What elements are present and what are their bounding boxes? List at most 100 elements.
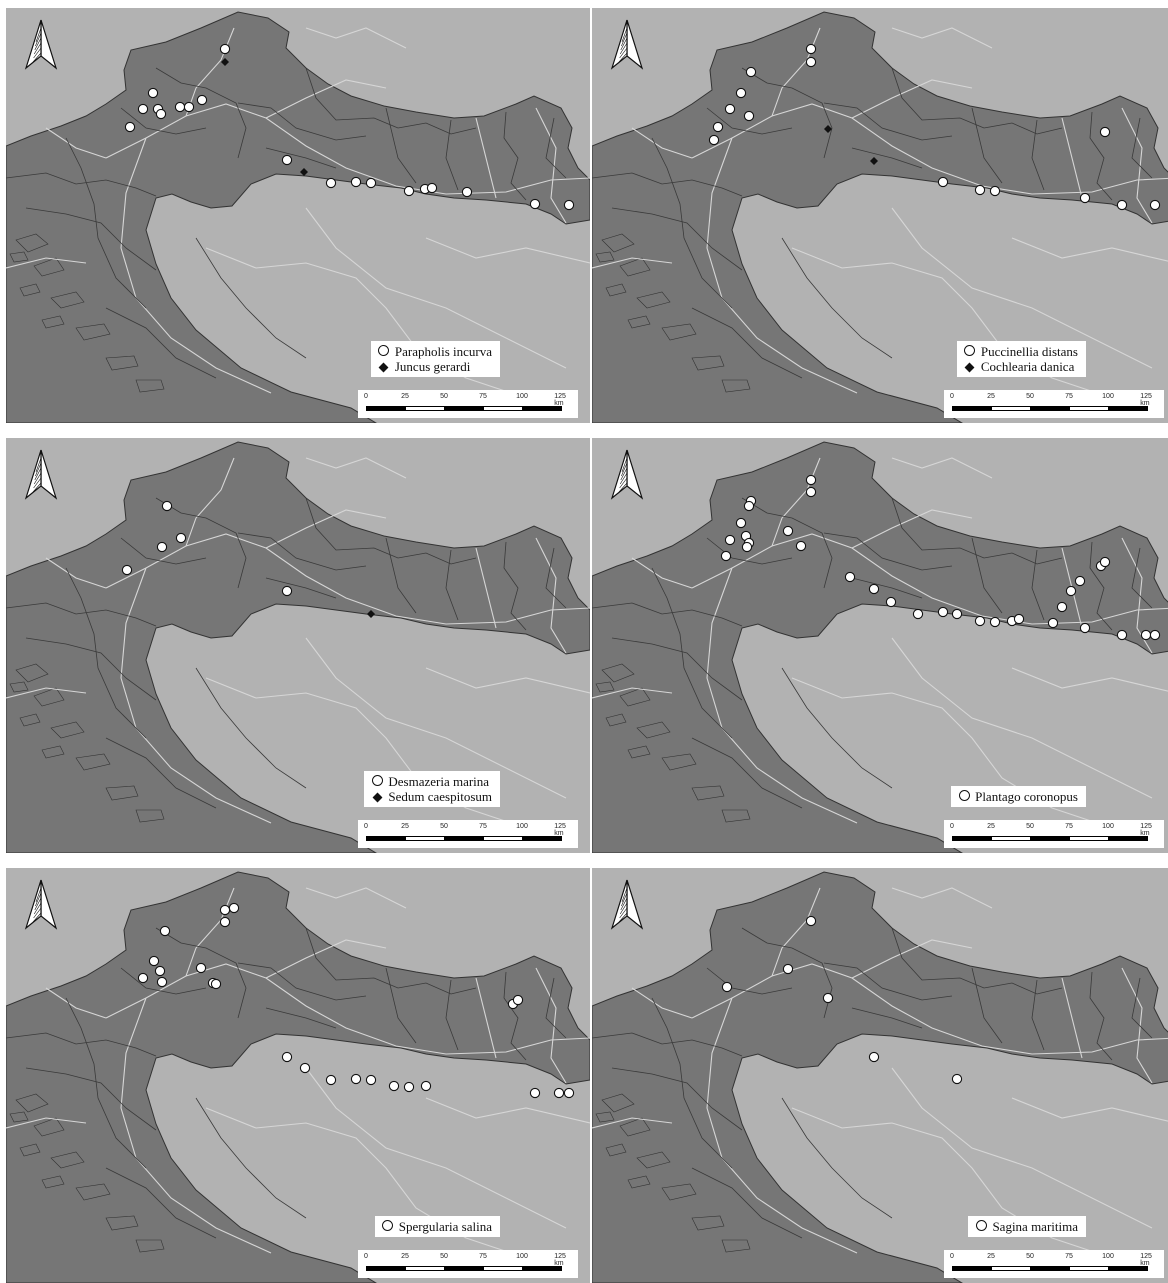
scale-tick-label: 25 xyxy=(401,823,409,830)
road-line xyxy=(891,457,993,479)
island xyxy=(636,291,671,309)
scale-tick-label: 125 km xyxy=(1140,1253,1152,1267)
scale-segment xyxy=(952,406,992,411)
country-area xyxy=(592,441,1168,853)
locality-circle-marker xyxy=(563,199,575,211)
locality-circle-marker xyxy=(219,916,231,928)
locality-circle-marker xyxy=(741,541,753,553)
scale-tick-label: 75 xyxy=(1065,1253,1073,1260)
locality-circle-marker xyxy=(735,87,747,99)
county-border xyxy=(445,119,459,191)
road-line xyxy=(1011,1097,1168,1122)
scale-segment xyxy=(405,836,445,841)
legend-entry: Puccinellia distans xyxy=(963,344,1078,359)
locality-circle-marker xyxy=(1116,629,1128,641)
road-line xyxy=(305,27,407,49)
county-border xyxy=(195,1097,307,1219)
road-line xyxy=(105,533,590,625)
scale-bar: 0 25 50 75 100 125 km xyxy=(944,390,1164,418)
locality-circle-marker xyxy=(365,177,377,189)
county-border xyxy=(611,207,743,271)
county-border xyxy=(305,497,477,565)
scale-tick-label: 100 xyxy=(1102,393,1114,400)
county-border xyxy=(1031,119,1045,191)
scale-bar: 0 25 50 75 100 125 km xyxy=(944,820,1164,848)
scale-bar-segments xyxy=(366,836,562,841)
county-border xyxy=(691,737,803,809)
scale-tick-label: 50 xyxy=(1026,1253,1034,1260)
county-border xyxy=(105,737,217,809)
county-border xyxy=(691,1167,803,1239)
locality-diamond-marker xyxy=(367,610,375,618)
road-line xyxy=(6,257,87,269)
locality-circle-marker xyxy=(1013,613,1025,625)
locality-circle-marker xyxy=(937,176,949,188)
county-border xyxy=(851,147,923,169)
locality-circle-marker xyxy=(1047,617,1059,629)
road-line xyxy=(592,687,673,699)
county-border xyxy=(237,532,367,571)
island xyxy=(75,1183,111,1201)
road-line xyxy=(592,257,673,269)
scale-segment xyxy=(483,836,523,841)
island xyxy=(105,355,139,371)
scale-segment xyxy=(952,1266,992,1271)
country-area xyxy=(6,871,590,1283)
island xyxy=(15,233,49,253)
road-line xyxy=(105,103,590,195)
county-border xyxy=(6,1032,157,1057)
island xyxy=(33,687,65,707)
county-border xyxy=(741,497,833,589)
map-legend: Spergularia salina xyxy=(374,1216,500,1237)
island xyxy=(33,257,65,277)
island xyxy=(661,753,697,771)
island xyxy=(605,283,627,297)
county-border xyxy=(1131,117,1153,179)
locality-circle-marker xyxy=(161,500,173,512)
country-area xyxy=(592,871,1168,1283)
island xyxy=(50,1151,85,1169)
county-border xyxy=(265,577,337,599)
scale-tick-label: 100 xyxy=(1102,823,1114,830)
locality-circle-marker xyxy=(708,134,720,146)
scale-segment xyxy=(366,406,406,411)
scale-tick-label: 50 xyxy=(1026,393,1034,400)
locality-circle-marker xyxy=(1065,585,1077,597)
country-area xyxy=(592,11,1168,423)
scale-bar-ticks: 0 25 50 75 100 125 km xyxy=(944,1253,1164,1267)
locality-circle-marker xyxy=(989,616,1001,628)
county-border xyxy=(706,107,793,135)
island xyxy=(9,681,29,693)
county-border xyxy=(237,102,367,141)
road-line xyxy=(1011,237,1168,262)
locality-circle-marker xyxy=(822,992,834,1004)
locality-circle-marker xyxy=(844,571,856,583)
island xyxy=(33,1117,65,1137)
county-border xyxy=(155,67,247,159)
road-line xyxy=(891,887,993,909)
locality-circle-marker xyxy=(720,550,732,562)
county-border xyxy=(545,977,567,1039)
locality-diamond-marker xyxy=(824,125,832,133)
locality-circle-marker xyxy=(156,976,168,988)
scale-tick-label: 125 km xyxy=(554,823,566,837)
road-line xyxy=(691,533,1168,625)
locality-circle-marker xyxy=(159,925,171,937)
country-area xyxy=(6,441,590,853)
locality-circle-marker xyxy=(805,915,817,927)
scale-bar: 0 25 50 75 100 125 km xyxy=(358,820,578,848)
scale-segment xyxy=(1108,1266,1148,1271)
county-border xyxy=(891,497,1063,565)
county-border xyxy=(545,547,567,609)
scale-tick-label: 0 xyxy=(364,393,368,400)
locality-circle-marker xyxy=(743,110,755,122)
scale-bar-segments xyxy=(952,836,1148,841)
county-border xyxy=(155,927,247,1019)
north-arrow-icon xyxy=(24,449,58,500)
county-border xyxy=(385,107,417,184)
road-line xyxy=(535,537,567,654)
scale-tick-label: 50 xyxy=(440,1253,448,1260)
county-border xyxy=(105,1167,217,1239)
road-line xyxy=(45,987,107,1019)
locality-circle-marker xyxy=(219,904,231,916)
